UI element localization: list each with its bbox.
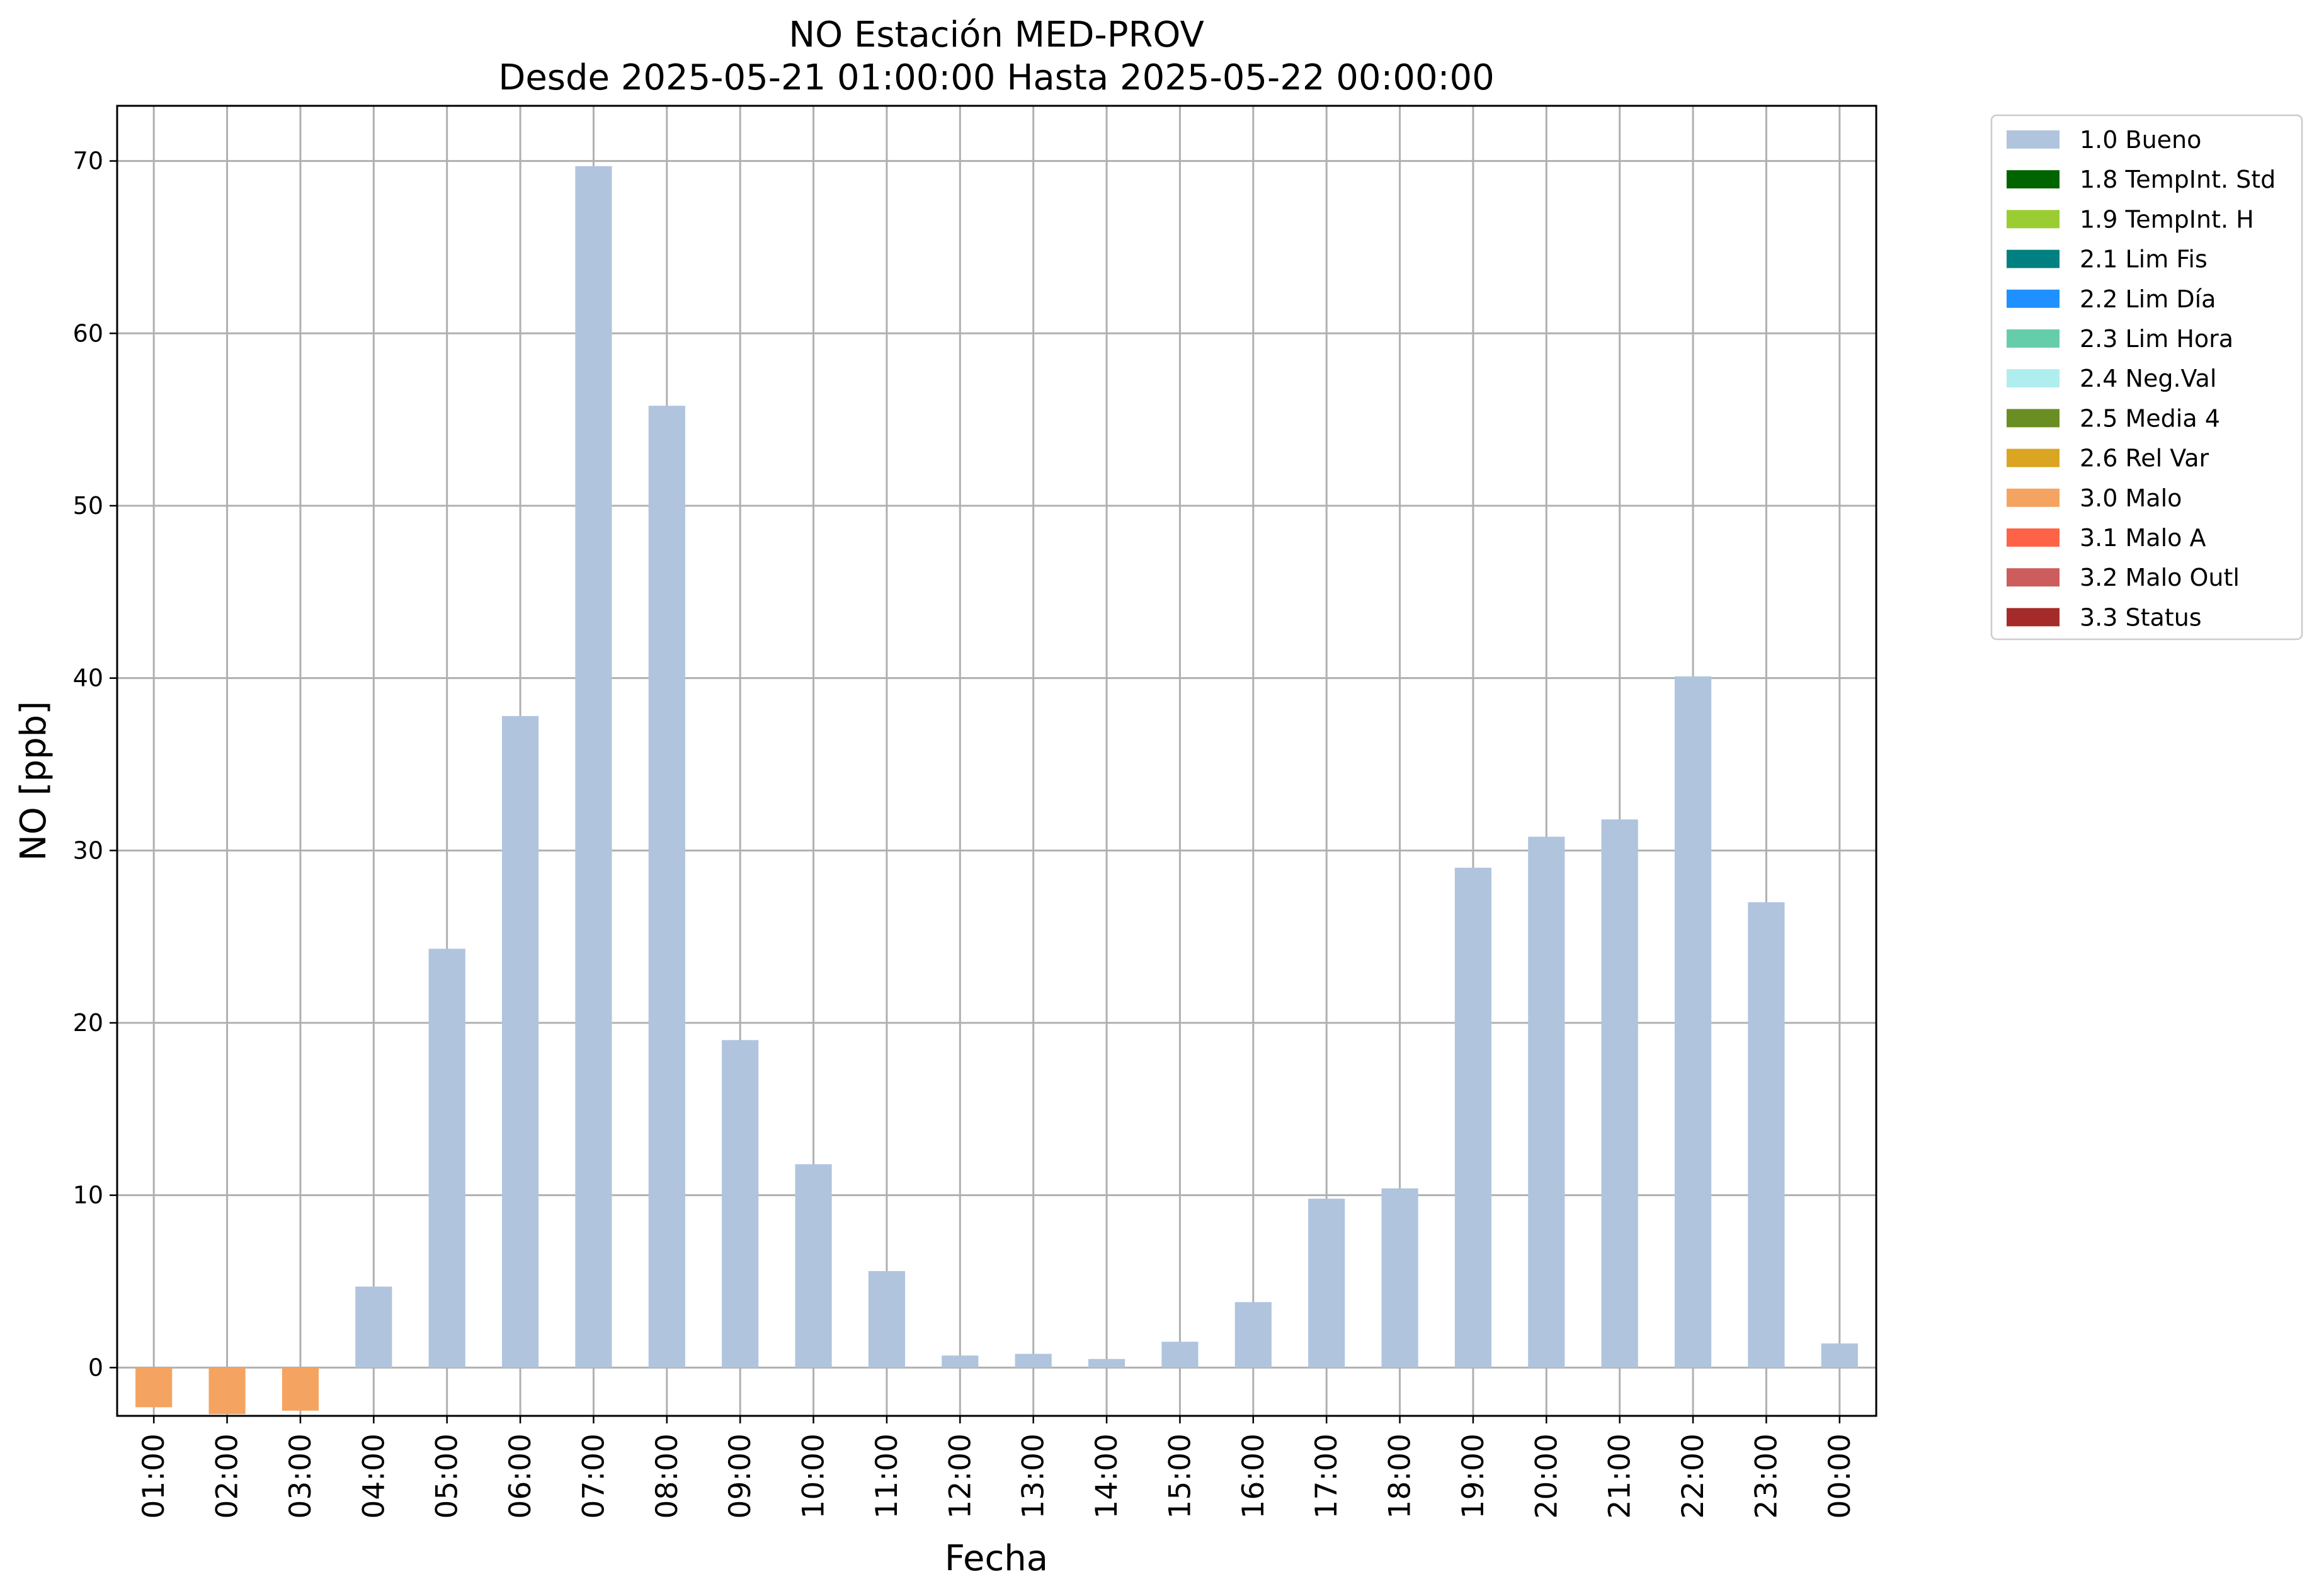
legend-label: 3.0 Malo xyxy=(2080,484,2182,512)
legend-label: 1.0 Bueno xyxy=(2080,126,2201,154)
legend-label: 2.4 Neg.Val xyxy=(2080,365,2216,392)
bar-0800 xyxy=(648,406,685,1368)
x-tick-label: 02:00 xyxy=(210,1434,245,1519)
y-tick-label: 60 xyxy=(73,319,103,347)
bar-0400 xyxy=(355,1286,392,1368)
x-tick-label: 10:00 xyxy=(797,1434,831,1519)
bar-0600 xyxy=(501,715,539,1368)
legend-label: 3.3 Status xyxy=(2080,603,2202,631)
x-tick-label: 04:00 xyxy=(356,1434,391,1519)
y-tick-label: 30 xyxy=(73,836,103,864)
y-tick-label: 70 xyxy=(73,147,103,175)
x-tick-label: 20:00 xyxy=(1529,1434,1564,1519)
legend-swatch xyxy=(2007,369,2060,388)
y-tick-label: 20 xyxy=(73,1009,103,1037)
x-tick-label: 12:00 xyxy=(943,1434,977,1519)
y-tick-label: 50 xyxy=(73,492,103,520)
bar-1400 xyxy=(1088,1359,1125,1368)
x-tick-label: 00:00 xyxy=(1823,1434,1857,1519)
legend-items: 1.0 Bueno 1.8 TempInt. Std 1.9 TempInt. H 2… xyxy=(2007,126,2276,631)
y-tick-label: 40 xyxy=(73,664,103,692)
bar-1500 xyxy=(1161,1342,1199,1368)
x-tick-label: 13:00 xyxy=(1017,1434,1051,1519)
y-tick-label: 0 xyxy=(88,1354,103,1381)
bar-2200 xyxy=(1674,676,1712,1368)
bars xyxy=(135,166,1858,1415)
legend-label: 2.6 Rel Var xyxy=(2080,445,2209,472)
legend-frame xyxy=(1990,114,2303,641)
legend-swatch xyxy=(2007,568,2060,587)
plot-frame xyxy=(116,105,1877,1417)
x-tick-label: 17:00 xyxy=(1309,1434,1344,1519)
legend-label: 2.2 Lim Día xyxy=(2080,285,2216,313)
x-tick-label: 08:00 xyxy=(650,1434,685,1519)
legend-swatch xyxy=(2007,409,2060,428)
legend-label: 2.5 Media 4 xyxy=(2080,404,2220,432)
x-axis-label: Fecha xyxy=(945,1538,1048,1579)
legend-label: 1.9 TempInt. H xyxy=(2080,205,2254,233)
bar-1000 xyxy=(795,1164,832,1368)
legend-label: 1.8 TempInt. Std xyxy=(2080,166,2276,193)
y-axis-label: NO [ppb] xyxy=(13,701,54,861)
x-tick-label: 19:00 xyxy=(1456,1434,1491,1519)
x-tick-label: 18:00 xyxy=(1383,1434,1418,1519)
bar-0500 xyxy=(428,949,465,1368)
bar-2100 xyxy=(1601,819,1638,1368)
bar-1300 xyxy=(1015,1354,1052,1368)
bar-1200 xyxy=(942,1355,979,1368)
chart-title: NO Estación MED-PROV xyxy=(789,14,1204,55)
bar-1700 xyxy=(1308,1199,1345,1368)
x-tick-label: 09:00 xyxy=(723,1434,758,1519)
bar-0300 xyxy=(282,1367,319,1411)
x-tick-label: 11:00 xyxy=(870,1434,904,1519)
legend-swatch xyxy=(2007,329,2060,348)
legend: 1.0 Bueno 1.8 TempInt. Std 1.9 TempInt. H 2… xyxy=(1990,114,2303,641)
bar-0100 xyxy=(135,1367,173,1408)
bar-1100 xyxy=(868,1271,906,1368)
legend-label: 3.1 Malo A xyxy=(2080,524,2206,552)
legend-label: 2.3 Lim Hora xyxy=(2080,325,2233,353)
legend-swatch xyxy=(2007,488,2060,507)
x-tick-label: 07:00 xyxy=(576,1434,611,1519)
y-tick-label: 10 xyxy=(73,1182,103,1209)
legend-swatch xyxy=(2007,249,2060,268)
x-tick-label: 01:00 xyxy=(137,1434,171,1519)
legend-swatch xyxy=(2007,528,2060,547)
x-tick-label: 05:00 xyxy=(430,1434,465,1519)
x-tick-label: 14:00 xyxy=(1090,1434,1124,1519)
legend-swatch xyxy=(2007,448,2060,467)
bar-1900 xyxy=(1454,867,1492,1368)
x-tick-label: 03:00 xyxy=(283,1434,318,1519)
bar-0000 xyxy=(1821,1343,1858,1368)
bar-2300 xyxy=(1748,902,1785,1368)
legend-label: 3.2 Malo Outl xyxy=(2080,564,2240,591)
x-tick-label: 16:00 xyxy=(1236,1434,1271,1519)
bar-0900 xyxy=(722,1040,759,1368)
bar-0200 xyxy=(208,1367,246,1415)
legend-swatch xyxy=(2007,130,2060,149)
x-tick-label: 15:00 xyxy=(1163,1434,1197,1519)
y-axis-ticks: 0 10 20 30 40 50 60 70 xyxy=(73,147,117,1381)
bar-2000 xyxy=(1528,836,1565,1368)
bar-0700 xyxy=(575,166,612,1368)
x-tick-label: 21:00 xyxy=(1603,1434,1638,1519)
x-tick-label: 22:00 xyxy=(1676,1434,1711,1519)
x-axis-ticks: 01:00 02:00 03:00 04:00 05:00 06:00 07:00 08:00… xyxy=(137,1416,1857,1519)
legend-swatch xyxy=(2007,210,2060,229)
x-tick-label: 23:00 xyxy=(1749,1434,1784,1519)
x-tick-label: 06:00 xyxy=(503,1434,538,1519)
legend-swatch xyxy=(2007,608,2060,627)
chart-subtitle: Desde 2025-05-21 01:00:00 Hasta 2025-05-… xyxy=(498,57,1495,98)
bar-1600 xyxy=(1234,1302,1272,1368)
legend-swatch xyxy=(2007,289,2060,308)
bar-1800 xyxy=(1381,1188,1418,1368)
legend-swatch xyxy=(2007,170,2060,189)
legend-label: 2.1 Lim Fis xyxy=(2080,246,2208,273)
